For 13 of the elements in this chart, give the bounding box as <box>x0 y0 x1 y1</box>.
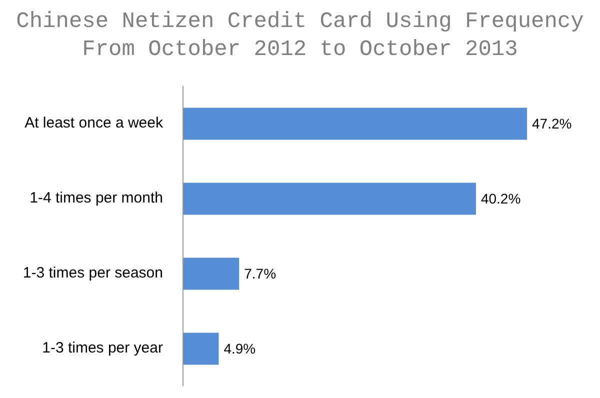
data-label: 4.9% <box>224 340 256 357</box>
y-tick-label: 1-3 times per season <box>22 264 163 282</box>
y-tick-label: At least once a week <box>24 114 164 132</box>
data-label: 40.2% <box>480 190 521 207</box>
data-label: 47.2% <box>532 116 572 132</box>
bar <box>183 108 527 140</box>
data-label: 7.7% <box>244 266 276 282</box>
y-tick-label: 1-4 times per month <box>30 189 163 206</box>
bar <box>183 258 240 290</box>
bar <box>183 332 219 365</box>
y-tick-label: 1-3 times per year <box>42 339 163 356</box>
chart-title: Chinese Netizen Credit Card Using Frequency From October 2012 to October 2013 <box>15 8 585 64</box>
bar <box>183 182 476 215</box>
